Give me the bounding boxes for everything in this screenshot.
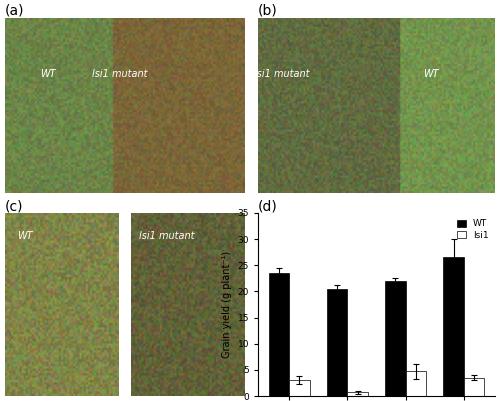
Legend: WT, lsi1: WT, lsi1 <box>455 217 490 242</box>
Text: lsi1 mutant: lsi1 mutant <box>92 69 148 79</box>
Text: lsi1 mutant: lsi1 mutant <box>254 69 310 79</box>
Bar <box>289 380 310 396</box>
Text: WT: WT <box>17 231 32 241</box>
Y-axis label: Grain yield (g plant⁻¹): Grain yield (g plant⁻¹) <box>222 251 232 358</box>
Bar <box>406 371 426 396</box>
Bar <box>464 378 484 396</box>
Text: WT: WT <box>40 69 56 79</box>
Text: (b): (b) <box>258 4 278 18</box>
Text: WT: WT <box>423 69 439 79</box>
Bar <box>385 281 406 396</box>
Bar <box>348 392 368 396</box>
Text: (c): (c) <box>5 200 24 213</box>
Text: (d): (d) <box>258 200 278 213</box>
Bar <box>327 289 347 396</box>
Text: lsi1 mutant: lsi1 mutant <box>140 231 195 241</box>
Bar <box>444 257 464 396</box>
Text: (a): (a) <box>5 4 24 18</box>
Bar <box>269 273 289 396</box>
